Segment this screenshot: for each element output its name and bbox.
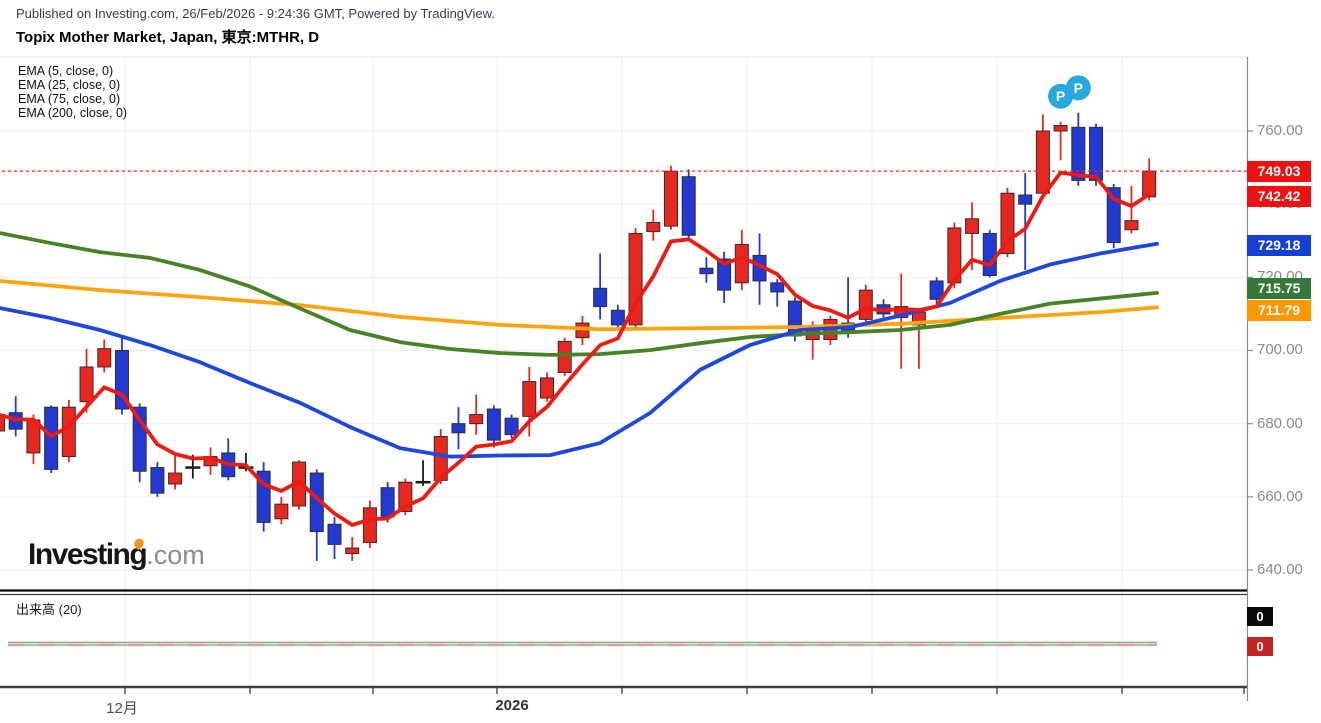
legend-item-ema75: EMA (75, close, 0) (18, 92, 121, 106)
p-marker-label: P (1074, 80, 1083, 96)
last-price-badge: 749.03 (1247, 160, 1311, 182)
up-candle[interactable] (965, 218, 980, 234)
indicator-legend: EMA (5, close, 0) EMA (25, close, 0) EMA… (18, 64, 127, 120)
up-candle[interactable] (97, 348, 112, 368)
x-axis-label: 12月 (106, 700, 138, 717)
up-candle[interactable] (274, 503, 289, 520)
down-candle[interactable] (929, 280, 944, 300)
y-axis-label: 700.00 (1257, 341, 1303, 359)
ema-line-ema5 (0, 170, 1152, 527)
logo-text: Investing (28, 538, 148, 571)
ema-lines (0, 170, 1159, 527)
up-candle[interactable] (628, 232, 643, 326)
legend-item-ema5: EMA (5, close, 0) (18, 64, 114, 78)
down-candle[interactable] (327, 523, 342, 545)
up-candle[interactable] (858, 289, 873, 320)
down-candle[interactable] (1018, 194, 1033, 205)
chart-title: Topix Mother Market, Japan, 東京:MTHR, D (16, 29, 320, 46)
ema-line-ema75 (0, 231, 1159, 357)
ema25-value-badge: 729.18 (1247, 234, 1311, 256)
doji-candle[interactable] (415, 480, 431, 484)
volume-value-badge-0: 0 (1247, 606, 1273, 626)
legend-item-ema25: EMA (25, close, 0) (18, 78, 121, 92)
candles-layer[interactable] (0, 112, 1157, 561)
y-axis-label: 640.00 (1257, 560, 1303, 578)
up-candle[interactable] (345, 547, 360, 555)
logo-suffix: .com (146, 540, 205, 570)
down-candle[interactable] (610, 309, 625, 326)
up-candle[interactable] (79, 366, 94, 403)
up-candle[interactable] (0, 414, 5, 432)
up-candle[interactable] (168, 472, 183, 485)
down-candle[interactable] (486, 408, 501, 441)
up-candle[interactable] (540, 377, 555, 399)
up-candle[interactable] (522, 381, 537, 417)
ema200-value-badge: 711.79 (1247, 299, 1311, 321)
up-candle[interactable] (61, 406, 76, 458)
volume-bars (8, 641, 1157, 647)
down-candle[interactable] (44, 406, 59, 470)
up-candle[interactable] (734, 243, 749, 284)
up-candle[interactable] (469, 414, 484, 425)
up-candle[interactable] (362, 507, 377, 544)
x-axis-label: 2026 (495, 697, 529, 714)
down-candle[interactable] (150, 467, 165, 494)
p-marker-label: P (1056, 88, 1065, 104)
ema-line-ema200 (0, 279, 1159, 332)
axes (0, 57, 1253, 701)
up-candle[interactable] (1035, 130, 1050, 194)
up-candle[interactable] (663, 170, 678, 227)
down-candle[interactable] (982, 232, 997, 277)
down-candle[interactable] (681, 176, 696, 236)
down-candle[interactable] (1089, 126, 1104, 181)
down-candle[interactable] (717, 258, 732, 291)
down-candle[interactable] (699, 267, 714, 275)
down-candle[interactable] (380, 487, 395, 518)
ema-line-ema25 (0, 241, 1159, 459)
doji-candle[interactable] (185, 466, 201, 469)
up-candle[interactable] (1053, 125, 1068, 132)
down-candle[interactable] (451, 423, 466, 434)
investing-logo[interactable]: Investing.com (28, 538, 205, 572)
volume-pane-label: 出来高 (20) (16, 602, 82, 617)
legend-item-ema200: EMA (200, close, 0) (18, 106, 128, 120)
up-candle[interactable] (646, 221, 661, 233)
ema75-value-badge: 715.75 (1247, 277, 1311, 299)
down-candle[interactable] (593, 287, 608, 308)
up-candle[interactable] (1124, 220, 1139, 231)
up-candle[interactable] (557, 340, 572, 373)
volume-value-badge-1: 0 (1247, 636, 1273, 656)
y-axis-label: 660.00 (1257, 487, 1303, 505)
down-candle[interactable] (504, 417, 519, 436)
published-line: Published on Investing.com, 26/Feb/2026 … (16, 6, 495, 21)
p-marker[interactable]: P (1065, 75, 1091, 101)
down-candle[interactable] (1071, 126, 1086, 181)
ema5-value-badge: 742.42 (1247, 185, 1311, 207)
down-candle[interactable] (770, 282, 785, 293)
y-axis-label: 680.00 (1257, 414, 1303, 432)
y-axis-label: 760.00 (1257, 122, 1303, 139)
